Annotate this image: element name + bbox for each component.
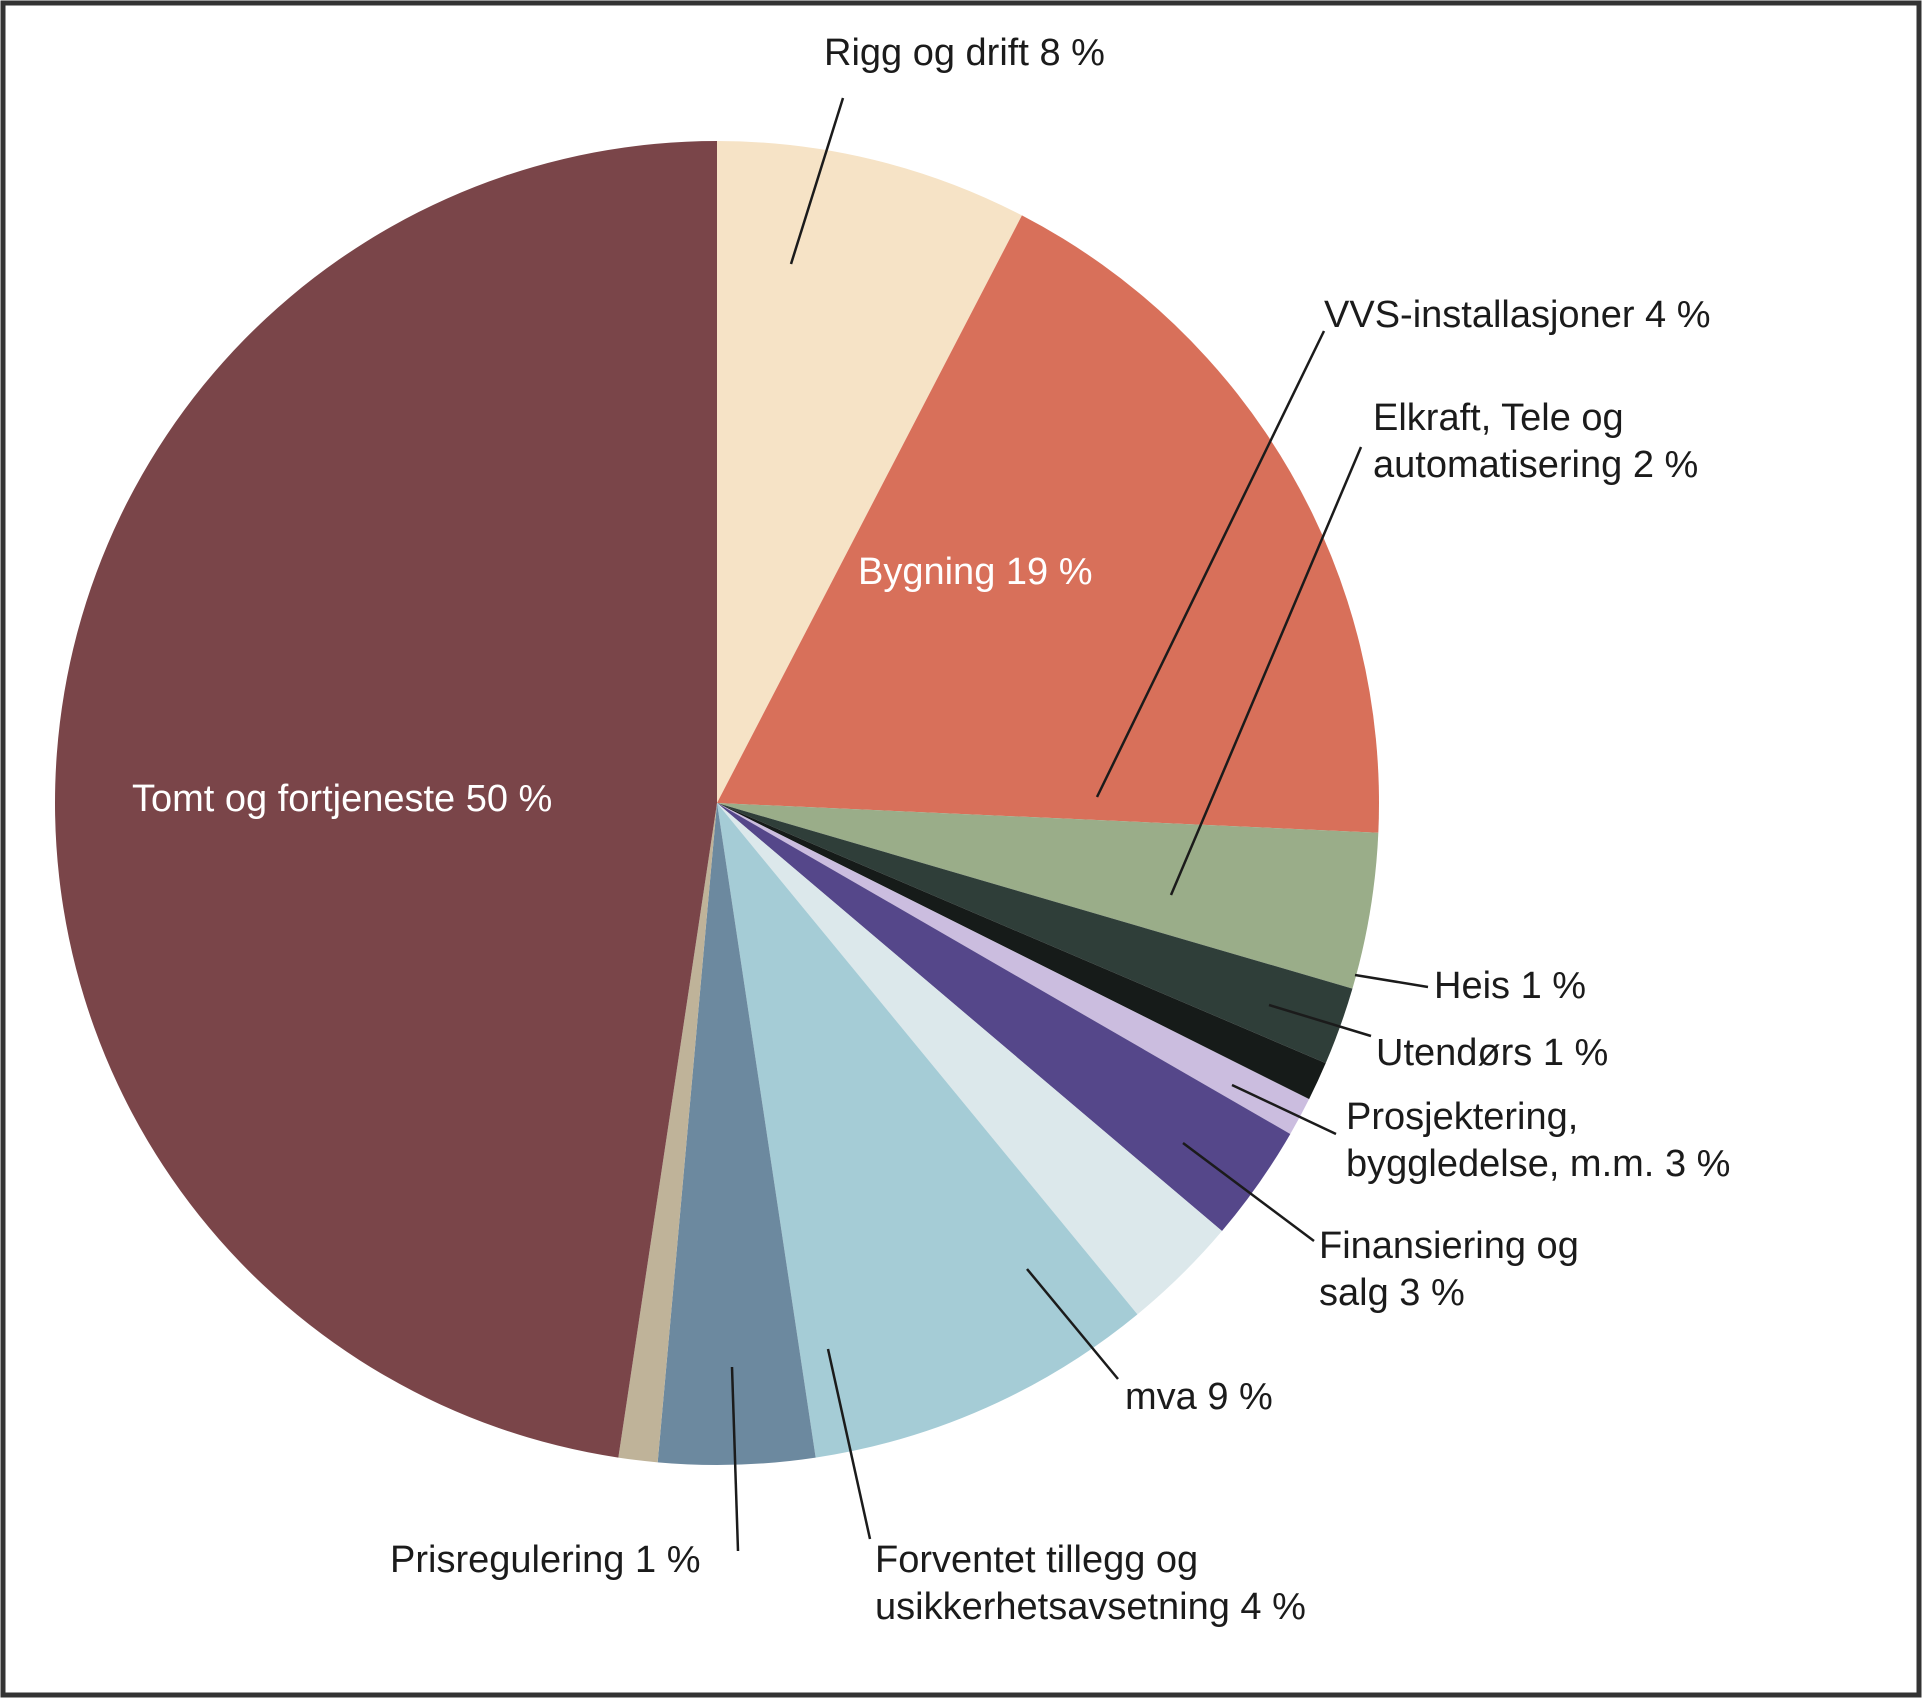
slice-label: VVS-installasjoner 4 %	[1324, 292, 1711, 339]
category: Tomt og fortjeneste	[132, 778, 456, 820]
pie-slice	[717, 215, 1379, 833]
category: Heis	[1434, 965, 1511, 1007]
slice-label: Elkraft, Tele og automatisering 2 %	[1373, 395, 1773, 489]
slice-label: Prisregulering 1 %	[390, 1537, 701, 1584]
value-label: 50 %	[465, 778, 553, 820]
leader-line	[1354, 973, 1429, 989]
value-label: 8 %	[1039, 32, 1105, 74]
pie-slice	[717, 803, 1310, 1134]
leader-line	[730, 1366, 740, 1552]
slice-label: mva 9 %	[1125, 1374, 1273, 1421]
value-label: 4 %	[1240, 1586, 1306, 1628]
value-label: 2 %	[1632, 444, 1699, 486]
slice-label: Heis 1 %	[1434, 963, 1586, 1010]
leader-line	[826, 1348, 872, 1540]
slice-label: Bygning 19 %	[858, 549, 1093, 596]
slice-label: Utendørs 1 %	[1376, 1030, 1608, 1077]
leader-line	[1182, 1141, 1315, 1243]
pie-slice	[717, 803, 1291, 1232]
leader-line	[1231, 1083, 1337, 1136]
slice-label: Rigg og drift 8 %	[824, 30, 1105, 77]
slice-label: Tomt og fortjeneste 50 %	[132, 776, 552, 823]
category: Forventet tillegg og usikkerhetsavsetnin…	[875, 1539, 1230, 1628]
pie-slice	[717, 803, 1222, 1315]
pie-slice	[717, 803, 1379, 989]
pie-slice	[657, 803, 816, 1466]
category: VVS-installasjoner	[1324, 294, 1635, 336]
category: Elkraft, Tele og automatisering	[1373, 397, 1624, 486]
category: Bygning	[858, 551, 996, 593]
value-label: 9 %	[1207, 1376, 1273, 1418]
pie-slice	[717, 141, 1022, 803]
pie-slice	[618, 803, 717, 1463]
pie-slice	[717, 803, 1138, 1458]
value-label: 19 %	[1005, 551, 1093, 593]
leader-line	[1268, 1003, 1372, 1038]
category: Finansiering og salg	[1319, 1225, 1579, 1314]
slice-label: Finansiering og salg 3 %	[1319, 1223, 1589, 1317]
pie-slice	[717, 803, 1326, 1100]
category: Prisregulering	[390, 1539, 625, 1581]
value-label: 3 %	[1399, 1272, 1465, 1314]
category: Utendørs	[1376, 1032, 1533, 1074]
value-label: 1 %	[1542, 1032, 1609, 1074]
leader-line	[1095, 330, 1326, 798]
category: Rigg og drift	[824, 32, 1029, 74]
slice-label: Prosjektering, byggledelse, m.m. 3 %	[1346, 1094, 1786, 1188]
category: Prosjektering, byggledelse, m.m.	[1346, 1096, 1655, 1185]
value-label: 1 %	[1520, 965, 1587, 1007]
leader-line	[1026, 1268, 1119, 1380]
leader-line	[789, 97, 845, 265]
leader-line	[1169, 446, 1363, 896]
value-label: 4 %	[1645, 294, 1711, 336]
pie-slice	[55, 141, 718, 1458]
category: mva	[1125, 1376, 1197, 1418]
value-label: 3 %	[1664, 1143, 1731, 1185]
pie-slice	[717, 803, 1353, 1064]
slice-label: Forventet tillegg og usikkerhetsavsetnin…	[875, 1537, 1375, 1631]
value-label: 1 %	[635, 1539, 701, 1581]
